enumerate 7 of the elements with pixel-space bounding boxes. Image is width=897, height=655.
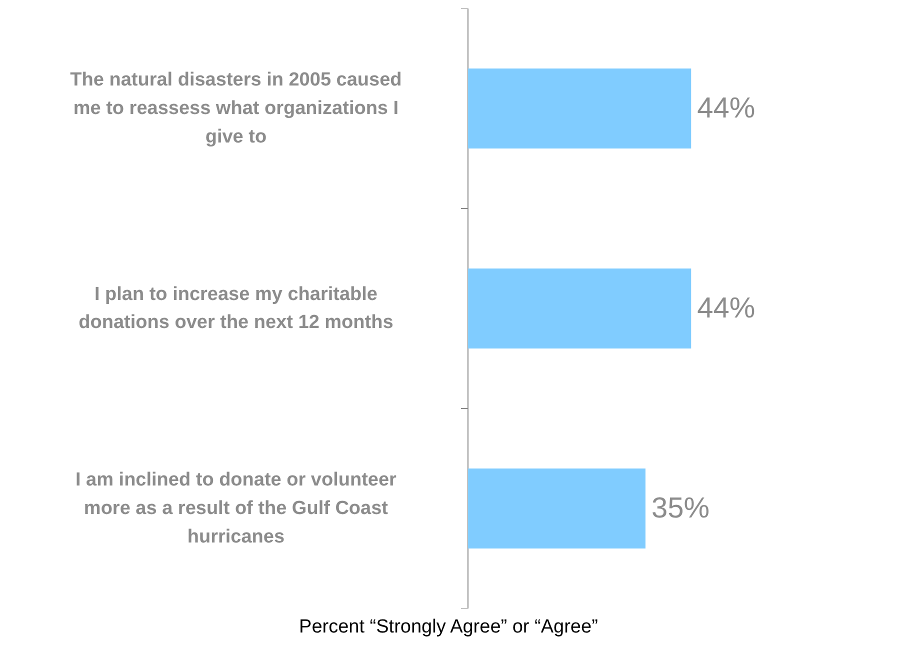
data-label: 44% [697,92,756,124]
y-tick-label: I am inclined to donate or volunteer more as a result of the Gulf Coast hurricanes [76,470,398,548]
data-label: 35% [651,492,710,524]
y-tick-label: I plan to increase my charitable donations over the next 12 months [78,284,394,334]
x-axis-title: Percent “Strongly Agree” or “Agree” [299,616,598,638]
y-tick-label: The natural disasters in 2005 caused me to reassess what organizations I give to [70,70,402,148]
data-label: 44% [697,292,756,324]
